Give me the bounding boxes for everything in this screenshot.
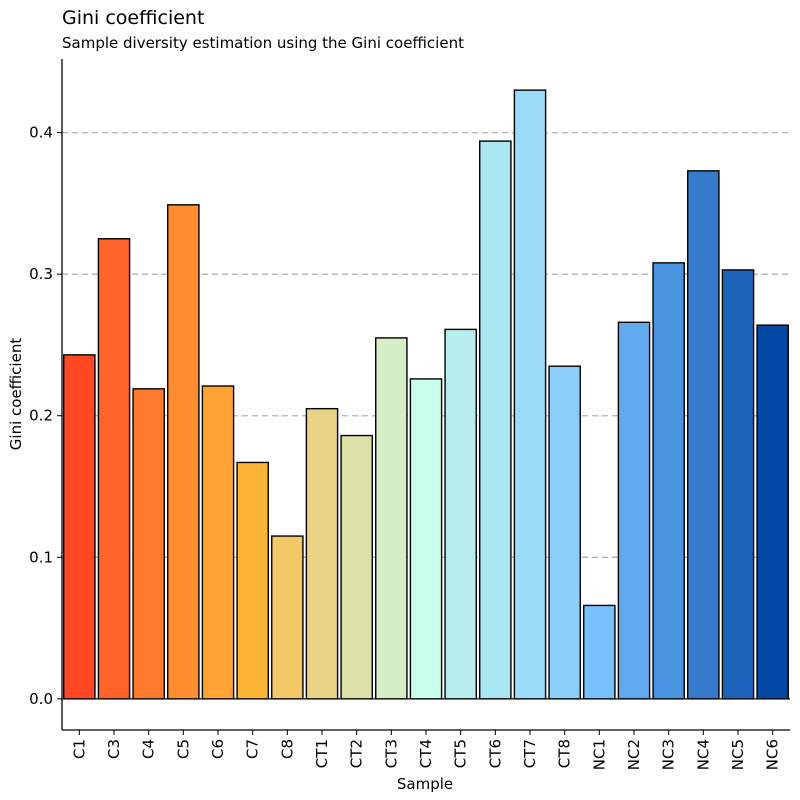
chart-title: Gini coefficient [62, 7, 204, 29]
bar-c1 [63, 354, 96, 700]
x-tick-label-ct6: CT6 [486, 739, 504, 768]
x-tick-label-c7: C7 [244, 739, 262, 759]
x-tick-label-ct8: CT8 [556, 739, 574, 768]
x-tick-label-ct3: CT3 [382, 739, 400, 768]
x-tick-label-c8: C8 [278, 739, 296, 759]
x-tick-label-nc4: NC4 [694, 739, 712, 770]
x-tick-label-ct7: CT7 [521, 739, 539, 768]
y-axis-label: Gini coefficient [7, 338, 25, 451]
x-tick-label-nc5: NC5 [729, 739, 747, 770]
bar-nc1 [583, 604, 616, 700]
bar-ct2 [340, 434, 373, 700]
y-tick-label-1: 0.1 [29, 548, 53, 566]
x-tick-label-ct1: CT1 [313, 739, 331, 768]
x-tick-label-c3: C3 [105, 739, 123, 759]
x-tick-label-nc3: NC3 [660, 739, 678, 770]
bar-ct6 [479, 140, 512, 700]
x-tick-label-nc1: NC1 [590, 739, 608, 770]
x-tick-label-ct5: CT5 [452, 739, 470, 768]
x-tick-label-c6: C6 [209, 739, 227, 759]
bar-nc6 [756, 324, 789, 700]
axes: C1 C3 C4 C5 C6 C7 C8 CT1 CT2 CT3 CT4 CT5 CT6 CT7 CT8 NC… [29, 59, 790, 770]
bar-ct3 [375, 337, 408, 700]
bar-ct8 [548, 365, 581, 700]
bar-c8 [271, 535, 304, 700]
x-tick-label-nc6: NC6 [764, 739, 782, 770]
bar-ct5 [444, 328, 477, 700]
bar-ct7 [513, 89, 547, 700]
bar-c3 [97, 238, 131, 700]
bar-nc5 [721, 269, 755, 700]
y-tick-label-4: 0.4 [29, 124, 53, 142]
bar-c5 [167, 204, 200, 700]
bar-c4 [132, 388, 165, 700]
bar-c7 [236, 461, 269, 700]
y-tick-label-0: 0.0 [29, 690, 53, 708]
bar-nc2 [617, 321, 651, 700]
x-tick-label-ct2: CT2 [348, 739, 366, 768]
bars [63, 89, 789, 700]
y-tick-label-3: 0.3 [29, 265, 53, 283]
bar-c6 [201, 385, 235, 700]
x-tick-label-c5: C5 [174, 739, 192, 759]
y-tick-label-2: 0.2 [29, 407, 53, 425]
chart-subtitle: Sample diversity estimation using the Gi… [62, 34, 464, 52]
x-axis-label: Sample [397, 775, 453, 793]
x-tick-label-ct4: CT4 [417, 739, 435, 768]
x-tick-label-nc2: NC2 [625, 739, 643, 770]
bar-nc3 [652, 262, 685, 700]
bar-nc4 [687, 170, 720, 700]
x-tick-label-c1: C1 [70, 739, 88, 759]
bar-ct4 [409, 378, 443, 700]
bar-ct1 [305, 407, 339, 700]
x-tick-label-c4: C4 [140, 739, 158, 759]
